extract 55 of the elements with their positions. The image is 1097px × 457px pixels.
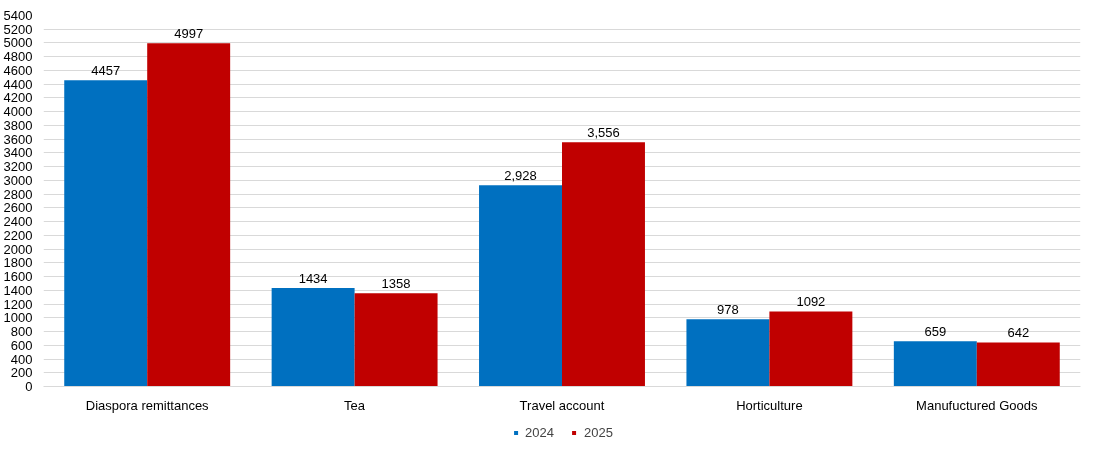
y-tick-label: 1600	[3, 269, 33, 285]
data-label: 4997	[174, 26, 204, 42]
y-tick-label: 0	[25, 379, 33, 394]
data-label: 642	[1007, 325, 1030, 341]
bar	[686, 319, 770, 387]
bar	[271, 287, 355, 387]
x-tick-label: Manufuctured Goods	[916, 397, 1038, 413]
data-label: 978	[717, 302, 739, 318]
y-tick-label: 3400	[3, 145, 33, 161]
y-tick-label: 1000	[3, 310, 33, 326]
y-tick-label: 800	[10, 324, 33, 340]
y-tick-label: 5400	[3, 8, 33, 23]
y-tick-label: 4200	[3, 90, 33, 106]
data-label: 4457	[91, 63, 121, 79]
bar	[479, 185, 562, 387]
y-tick-label: 2600	[3, 200, 33, 216]
data-label: 1358	[381, 276, 411, 292]
y-tick-label: 1400	[3, 282, 33, 298]
bar	[147, 43, 231, 387]
x-tick-label: Diaspora remittances	[85, 397, 210, 413]
y-tick-label: 400	[10, 351, 33, 367]
bar	[893, 341, 977, 387]
y-tick-label: 3600	[3, 131, 33, 147]
y-tick-label: 2200	[3, 227, 33, 243]
bar	[976, 342, 1060, 387]
legend-label: 2024	[525, 424, 554, 440]
y-tick-label: 4000	[3, 104, 33, 120]
x-tick-label: Travel account	[519, 397, 605, 413]
y-tick-label: 600	[10, 337, 33, 353]
y-tick-label: 4400	[3, 76, 33, 92]
y-tick-label: 2400	[3, 214, 33, 230]
y-tick-label: 3800	[3, 117, 33, 133]
x-tick-label: Tea	[344, 397, 366, 413]
data-label: 1092	[796, 294, 826, 310]
y-tick-label: 4800	[3, 49, 33, 65]
y-tick-label: 4600	[3, 62, 33, 78]
y-tick-label: 3200	[3, 159, 33, 175]
bar	[769, 311, 853, 387]
y-tick-label: 200	[10, 365, 33, 381]
y-tick-label: 5200	[3, 21, 33, 37]
y-tick-label: 1800	[3, 255, 33, 271]
y-tick-label: 2800	[3, 186, 33, 202]
data-label: 3,556	[587, 125, 620, 141]
bar	[64, 80, 148, 387]
y-tick-label: 1200	[3, 296, 33, 312]
bar	[562, 142, 645, 387]
data-label: 2,928	[504, 168, 537, 184]
y-tick-label: 3000	[3, 172, 33, 188]
data-label: 659	[924, 324, 947, 340]
x-tick-label: Horticulture	[736, 397, 803, 413]
y-tick-label: 5000	[3, 35, 33, 51]
legend-label: 2025	[584, 424, 613, 440]
data-label: 1434	[298, 270, 328, 286]
y-tick-label: 2000	[3, 241, 33, 257]
bar	[354, 293, 438, 387]
